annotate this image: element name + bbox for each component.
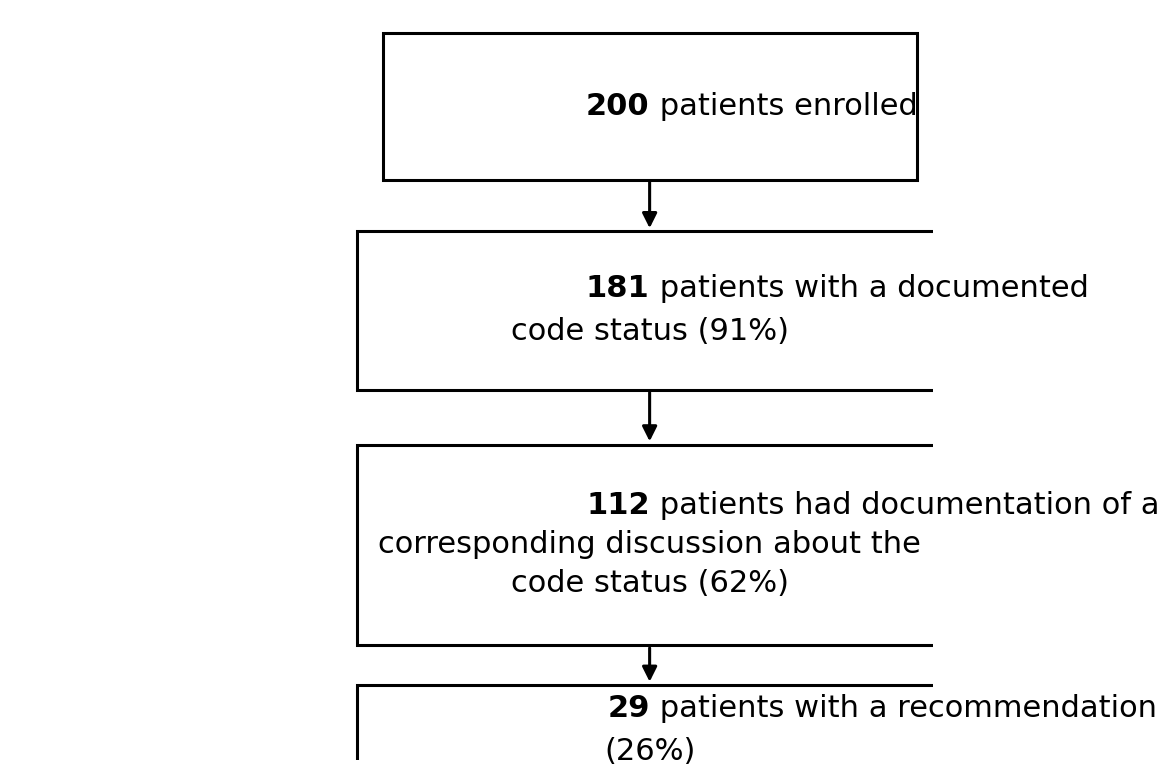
Bar: [357, 231, 942, 390]
Bar: [383, 32, 916, 180]
Text: corresponding discussion about the: corresponding discussion about the: [378, 530, 921, 559]
Text: (26%): (26%): [604, 737, 695, 766]
Text: 29: 29: [607, 694, 649, 723]
Text: patients with a documented: patients with a documented: [649, 274, 1088, 303]
Bar: [357, 445, 942, 645]
Text: 200: 200: [586, 92, 649, 120]
Text: code status (91%): code status (91%): [510, 317, 789, 347]
Text: 112: 112: [586, 491, 649, 520]
Text: code status (62%): code status (62%): [510, 570, 789, 598]
Text: 181: 181: [586, 274, 649, 303]
Text: patients had documentation of a: patients had documentation of a: [649, 491, 1159, 520]
Bar: [357, 685, 942, 772]
Text: patients enrolled: patients enrolled: [649, 92, 917, 120]
Text: patients with a recommendation: patients with a recommendation: [649, 694, 1157, 723]
